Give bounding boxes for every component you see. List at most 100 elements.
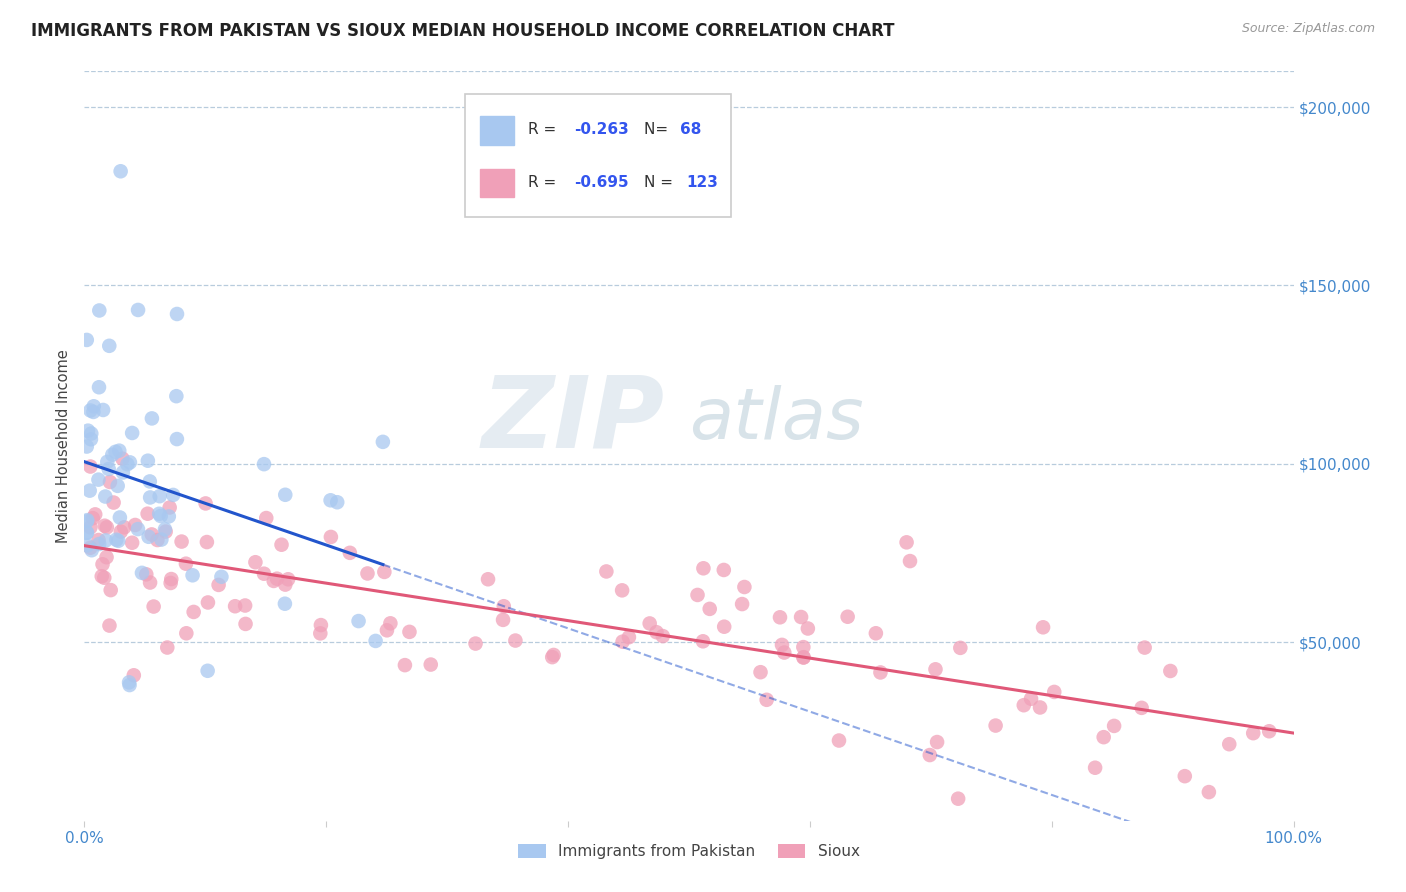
Point [83,399,105,413]
Point [141,527,163,541]
Point [755,693,778,707]
Point [233,599,256,613]
Point [326,495,349,509]
Point [80,432,103,446]
Point [918,747,941,762]
Point [197,595,219,609]
Point [1159,664,1181,678]
Point [96,550,118,565]
Point [1019,691,1042,706]
Point [274,577,297,591]
Point [82,405,104,419]
Point [209,570,232,584]
Point [91,403,114,417]
Point [713,563,735,577]
Point [80,543,103,558]
Point [98,618,121,632]
Point [80,426,103,441]
Point [89,303,111,318]
Point [150,533,173,547]
Point [165,389,187,403]
Point [1043,685,1066,699]
Point [373,565,395,579]
Point [79,459,101,474]
Point [156,640,179,655]
Y-axis label: Median Household Income: Median Household Income [56,349,72,543]
Point [76,525,98,540]
Point [108,443,131,458]
Point [946,791,969,805]
Point [149,489,172,503]
Point [139,575,162,590]
Point [176,626,198,640]
Point [117,457,139,471]
Point [1198,785,1220,799]
Point [699,602,721,616]
Point [865,626,887,640]
Point [773,646,796,660]
Point [1130,701,1153,715]
Point [127,522,149,536]
FancyBboxPatch shape [465,94,731,218]
Point [692,561,714,575]
Point [100,583,122,598]
Point [1029,700,1052,714]
Point [139,491,162,505]
Point [505,633,527,648]
Point [254,511,277,525]
Point [380,616,402,631]
Text: R =: R = [529,175,561,190]
Text: 68: 68 [681,122,702,137]
Point [131,566,153,580]
Point [149,508,172,523]
Point [610,583,633,598]
Point [77,424,100,438]
Point [121,425,143,440]
Point [364,634,387,648]
Point [124,518,146,533]
Point [270,538,292,552]
Point [828,733,851,747]
Point [1092,730,1115,744]
Point [274,597,297,611]
Point [89,537,111,551]
Point [181,568,204,582]
Point [148,507,170,521]
Point [127,302,149,317]
Point [136,453,159,467]
Point [87,473,110,487]
Text: N=: N= [644,122,673,137]
Point [731,597,754,611]
Point [235,616,257,631]
Point [118,455,141,469]
Point [733,580,755,594]
Point [110,164,132,178]
Point [309,626,332,640]
Point [793,650,815,665]
Point [896,535,918,549]
Point [274,488,297,502]
Point [76,333,98,347]
Point [769,610,792,624]
Point [142,599,165,614]
Point [541,650,564,665]
Point [139,475,162,489]
Point [263,574,285,588]
Point [464,636,486,650]
Point [266,572,288,586]
Point [319,530,342,544]
Text: IMMIGRANTS FROM PAKISTAN VS SIOUX MEDIAN HOUSEHOLD INCOME CORRELATION CHART: IMMIGRANTS FROM PAKISTAN VS SIOUX MEDIAN… [31,22,894,40]
Point [79,403,101,417]
Point [159,500,181,515]
Point [713,620,735,634]
Text: ZIP: ZIP [482,371,665,468]
Point [107,533,129,548]
Point [1218,737,1240,751]
Point [1174,769,1197,783]
Point [159,576,181,591]
Point [1133,640,1156,655]
Legend: Immigrants from Pakistan, Sioux: Immigrants from Pakistan, Sioux [512,838,866,865]
Point [90,569,112,583]
Point [136,507,159,521]
Point [1258,724,1281,739]
